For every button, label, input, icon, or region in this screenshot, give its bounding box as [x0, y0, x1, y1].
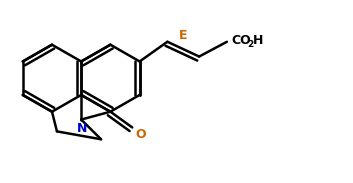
- Text: H: H: [253, 34, 263, 47]
- Text: CO: CO: [231, 34, 251, 47]
- Text: N: N: [77, 122, 88, 135]
- Text: E: E: [179, 29, 187, 42]
- Text: 2: 2: [247, 40, 253, 49]
- Text: O: O: [135, 128, 146, 141]
